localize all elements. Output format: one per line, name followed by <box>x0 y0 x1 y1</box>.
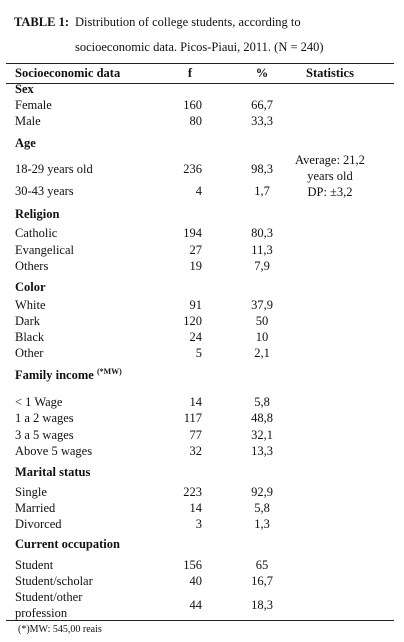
cell-pct: 50 <box>255 314 269 328</box>
cell-pct: 10 <box>255 330 269 344</box>
section-title: Current occupation <box>15 537 120 551</box>
cell-pct: 92,9 <box>251 485 273 499</box>
cell-f: 19 <box>189 259 203 273</box>
cell-pct: 66,7 <box>251 98 273 112</box>
cell-pct: 13,3 <box>251 444 273 458</box>
cell-f: 156 <box>183 558 202 572</box>
row-label: Female <box>15 98 52 112</box>
row-label: Evangelical <box>15 243 74 257</box>
row-label: 3 a 5 wages <box>15 428 74 442</box>
row-label: Dark <box>15 314 40 328</box>
cell-pct: 37,9 <box>251 298 273 312</box>
cell-pct: 1,7 <box>254 184 270 198</box>
row-label: Catholic <box>15 226 58 240</box>
row-label: Student/other profession <box>15 590 83 620</box>
footnote: (*)MW: 545,00 reais <box>18 624 102 635</box>
table-title: Distribution of college students, accord… <box>75 15 301 29</box>
row-label: Divorced <box>15 517 62 531</box>
table-label: TABLE 1: <box>14 15 69 29</box>
row-label: Other <box>15 346 44 360</box>
rule <box>6 83 394 84</box>
rule <box>6 63 394 64</box>
row-label: < 1 Wage <box>15 395 63 409</box>
cell-f: 117 <box>183 411 202 425</box>
cell-pct: 18,3 <box>251 598 273 612</box>
cell-f: 5 <box>195 346 202 360</box>
cell-pct: 5,8 <box>254 501 270 515</box>
cell-f: 120 <box>183 314 202 328</box>
section-title: Color <box>15 280 46 294</box>
cell-f: 160 <box>183 98 202 112</box>
section-title: Age <box>15 136 36 150</box>
cell-pct: 11,3 <box>251 243 273 257</box>
cell-pct: 65 <box>255 558 269 572</box>
cell-pct: 32,1 <box>251 428 273 442</box>
cell-f: 194 <box>183 226 202 240</box>
section-title: Marital status <box>15 465 91 479</box>
row-label: 30-43 years <box>15 184 74 198</box>
cell-pct: 98,3 <box>251 162 273 176</box>
cell-f: 4 <box>195 184 202 198</box>
cell-pct: 2,1 <box>254 346 270 360</box>
row-label: 18-29 years old <box>15 162 93 176</box>
cell-pct: 5,8 <box>254 395 270 409</box>
row-label: White <box>15 298 46 312</box>
section-title: Religion <box>15 207 60 221</box>
row-label: Student/scholar <box>15 574 93 588</box>
column-header: f <box>187 66 193 80</box>
row-label: 1 a 2 wages <box>15 411 74 425</box>
row-label: Male <box>15 114 41 128</box>
cell-pct: 16,7 <box>251 574 273 588</box>
cell-f: 91 <box>189 298 203 312</box>
cell-f: 14 <box>189 501 203 515</box>
table-title: socioeconomic data. Picos-Piaui, 2011. (… <box>75 40 324 54</box>
cell-f: 40 <box>189 574 203 588</box>
row-label: Single <box>15 485 47 499</box>
cell-f: 236 <box>183 162 202 176</box>
cell-pct: 7,9 <box>254 259 270 273</box>
column-header: % <box>255 66 269 80</box>
cell-f: 27 <box>189 243 203 257</box>
section-note: (*MW) <box>96 367 122 376</box>
statistics: DP: ±3,2 <box>307 185 353 199</box>
cell-pct: 1,3 <box>254 517 270 531</box>
cell-f: 44 <box>189 598 203 612</box>
row-label: Others <box>15 259 49 273</box>
section-title: Sex <box>15 82 34 96</box>
cell-f: 80 <box>189 114 203 128</box>
cell-f: 223 <box>183 485 202 499</box>
row-label: Student <box>15 558 54 572</box>
cell-pct: 80,3 <box>251 226 273 240</box>
rule <box>6 620 394 621</box>
cell-f: 3 <box>195 517 202 531</box>
column-header: Statistics <box>306 66 354 80</box>
row-label: Married <box>15 501 56 515</box>
cell-pct: 48,8 <box>251 411 273 425</box>
cell-f: 32 <box>189 444 203 458</box>
cell-f: 14 <box>189 395 203 409</box>
cell-pct: 33,3 <box>251 114 273 128</box>
row-label: Black <box>15 330 45 344</box>
column-header: Socioeconomic data <box>15 66 121 80</box>
cell-f: 24 <box>189 330 203 344</box>
section-title: Family income (*MW) <box>15 367 122 383</box>
row-label: Above 5 wages <box>15 444 93 458</box>
cell-f: 77 <box>189 428 203 442</box>
statistics: Average: 21,2 years old <box>295 153 365 183</box>
